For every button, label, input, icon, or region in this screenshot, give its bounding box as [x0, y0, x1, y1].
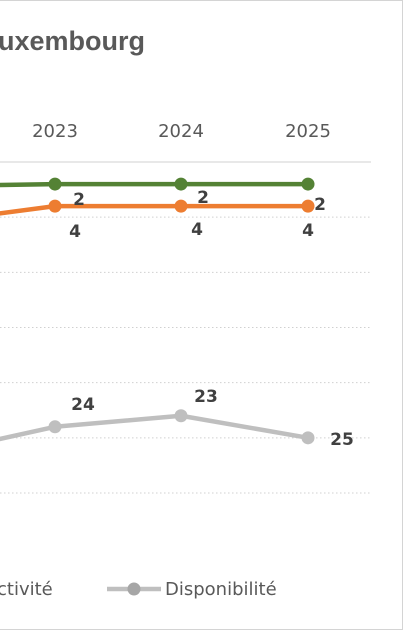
data-label: 24: [71, 395, 95, 415]
data-point: [174, 177, 188, 191]
data-point: [48, 199, 62, 213]
series-line-0: [0, 181, 311, 188]
data-point: [174, 199, 188, 213]
x-tick-label: 2024: [158, 121, 204, 142]
data-point: [301, 177, 315, 191]
x-axis-ticks: 2023 2024 2025: [32, 121, 331, 142]
x-tick-label: 2025: [285, 121, 331, 142]
series-line-2: [0, 413, 311, 442]
legend-marker: [127, 582, 141, 596]
data-label: 23: [194, 387, 218, 407]
data-label: 2: [197, 188, 209, 208]
data-point: [301, 199, 315, 213]
series-lines: [0, 181, 311, 442]
data-label: 4: [302, 221, 314, 241]
data-point: [48, 177, 62, 191]
data-point: [48, 420, 62, 434]
legend-label: Disponibilité: [165, 579, 277, 600]
data-label: 4: [191, 220, 203, 240]
data-point: [174, 409, 188, 423]
legend: ctivité Disponibilité: [0, 579, 277, 600]
gridlines: [0, 161, 371, 494]
data-label: 4: [69, 222, 81, 242]
legend-label: ctivité: [0, 579, 53, 600]
x-tick-label: 2023: [32, 121, 78, 142]
data-label: 25: [330, 430, 354, 450]
data-point: [301, 431, 315, 445]
chart-title: uxembourg: [0, 26, 146, 56]
series-points: [48, 177, 315, 445]
data-label: 2: [73, 190, 85, 210]
series-line-1: [0, 203, 311, 216]
data-label: 2: [314, 195, 326, 215]
